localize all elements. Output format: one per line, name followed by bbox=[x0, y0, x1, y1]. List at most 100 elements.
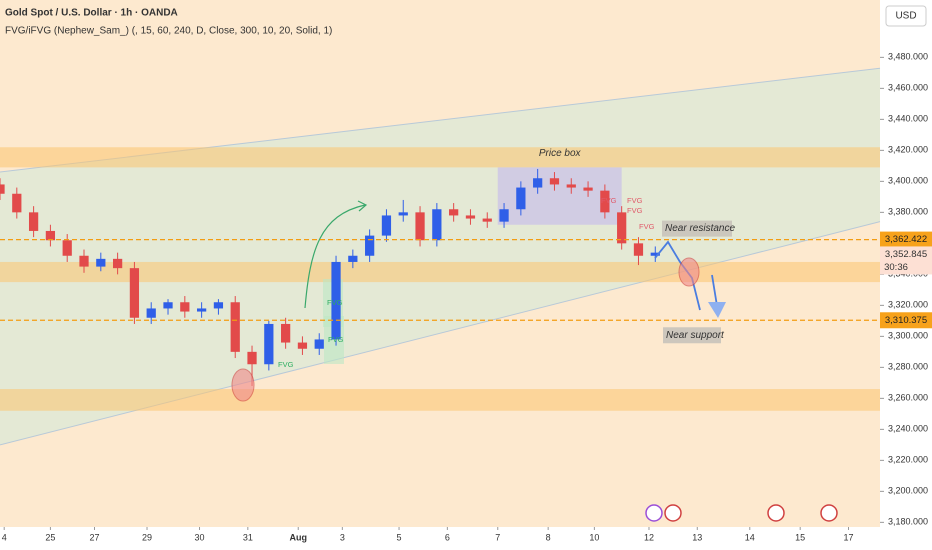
candle-body bbox=[465, 215, 476, 219]
price-tag-label: 3,310.375 bbox=[885, 315, 927, 326]
candle-body bbox=[415, 212, 425, 241]
fvg-label: FVG bbox=[627, 196, 643, 205]
x-tick-label: 4 bbox=[2, 532, 7, 542]
zone bbox=[0, 147, 880, 168]
indicator-label: FVG/iFVG (Nephew_Sam_) (, 15, 60, 240, D… bbox=[5, 26, 332, 37]
highlight-circle bbox=[678, 257, 700, 287]
candle-body bbox=[432, 209, 442, 241]
event-icon bbox=[767, 504, 785, 522]
candle-body bbox=[146, 308, 156, 318]
price-tag bbox=[880, 312, 932, 329]
main-layer: 3,180.000 3,200.000 3,220.000 3,240.000 3,26… bbox=[0, 52, 928, 542]
currency: USD bbox=[895, 11, 916, 22]
background-layer bbox=[0, 67, 881, 446]
fvg-label: FVG bbox=[278, 360, 294, 369]
x-tick-label: 8 bbox=[546, 532, 551, 542]
candle-body bbox=[650, 252, 660, 256]
candle-body bbox=[79, 255, 89, 267]
y-tick-label: 3,400.000 bbox=[888, 176, 928, 186]
trend-arrow bbox=[304, 204, 366, 309]
x-tick-label: 7 bbox=[495, 532, 500, 542]
arrow-head bbox=[357, 200, 368, 212]
candle-body bbox=[398, 212, 408, 216]
candle-body bbox=[96, 258, 106, 267]
y-tick-label: 3,420.000 bbox=[888, 145, 928, 155]
note-box bbox=[662, 220, 732, 237]
currency-box[interactable] bbox=[885, 5, 927, 27]
candle-body bbox=[297, 342, 308, 349]
last-price-tag bbox=[880, 246, 932, 275]
candle-body bbox=[482, 218, 492, 222]
candle-body bbox=[28, 212, 39, 231]
countdown: 30:36 bbox=[884, 262, 908, 273]
candle-body bbox=[0, 184, 5, 194]
candle-body bbox=[617, 212, 627, 244]
x-tick-label: 6 bbox=[445, 532, 450, 542]
y-tick-label: 3,220.000 bbox=[888, 455, 928, 465]
candle-body bbox=[600, 190, 610, 213]
fvg-label: FVG bbox=[639, 222, 655, 231]
candle-body bbox=[230, 302, 240, 352]
y-tick-label: 3,320.000 bbox=[888, 300, 928, 310]
candle-body bbox=[499, 209, 509, 222]
y-tick-label: 3,380.000 bbox=[888, 207, 928, 217]
candle-body bbox=[381, 215, 392, 236]
zone bbox=[0, 389, 880, 411]
y-tick-label: 3,240.000 bbox=[888, 424, 928, 434]
y-tick-label: 3,440.000 bbox=[888, 114, 928, 124]
x-tick-label: 3 bbox=[340, 532, 345, 542]
x-tick-label: 27 bbox=[90, 532, 100, 542]
fvg-label: FVG bbox=[627, 206, 643, 215]
y-tick-label: 3,200.000 bbox=[888, 486, 928, 496]
y-tick-label: 3,260.000 bbox=[888, 393, 928, 403]
x-tick-label: 29 bbox=[142, 532, 152, 542]
note-label: Near support bbox=[666, 330, 725, 341]
fvg-label: FVG bbox=[328, 335, 344, 344]
candle-body bbox=[129, 268, 140, 318]
x-tick-label: 10 bbox=[589, 532, 599, 542]
y-tick-label: 3,180.000 bbox=[888, 517, 928, 527]
candle-body bbox=[516, 187, 526, 210]
x-tick-label: 15 bbox=[795, 532, 805, 542]
x-tick-label: 5 bbox=[397, 532, 402, 542]
candle-body bbox=[549, 178, 560, 185]
price-box-label: Price box bbox=[539, 148, 582, 159]
x-tick-label: 12 bbox=[644, 532, 654, 542]
candle-body bbox=[583, 187, 593, 191]
x-tick-label: 17 bbox=[843, 532, 853, 542]
x-tick-label: 31 bbox=[243, 532, 253, 542]
candle-body bbox=[62, 240, 72, 256]
annotation-layer: Price box 3,362.422 Near resistance 3,310.3… bbox=[0, 148, 932, 522]
time-axis bbox=[0, 527, 880, 550]
candle-body bbox=[180, 302, 190, 312]
y-tick-label: 3,460.000 bbox=[888, 83, 928, 93]
event-icon bbox=[664, 504, 682, 522]
candle-body bbox=[365, 235, 375, 256]
x-tick-label: Aug bbox=[289, 532, 307, 542]
candle-body bbox=[247, 351, 257, 365]
zone bbox=[0, 261, 880, 283]
note-box bbox=[663, 327, 721, 344]
x-tick-label: 30 bbox=[195, 532, 205, 542]
x-tick-label: 25 bbox=[45, 532, 55, 542]
candle-body bbox=[213, 302, 224, 309]
candle-body bbox=[314, 339, 324, 349]
price-tag bbox=[880, 231, 932, 248]
candle-body bbox=[163, 302, 173, 309]
y-tick-label: 3,480.000 bbox=[888, 52, 928, 62]
fvg-label: FVG bbox=[327, 298, 343, 307]
candle-body bbox=[45, 230, 56, 241]
candle-body bbox=[112, 258, 123, 269]
event-icon bbox=[820, 504, 838, 522]
last-price-label: 3,352.845 bbox=[885, 249, 927, 260]
candle-body bbox=[449, 209, 459, 216]
price-tag-label: 3,362.422 bbox=[885, 234, 927, 245]
note-label: Near resistance bbox=[665, 223, 735, 234]
candle-body bbox=[566, 184, 576, 188]
highlight-circle bbox=[231, 368, 255, 402]
candle-body bbox=[264, 323, 274, 365]
candle-body bbox=[281, 323, 291, 343]
candle-body bbox=[533, 178, 543, 188]
forecast-arrow-head bbox=[708, 302, 726, 318]
